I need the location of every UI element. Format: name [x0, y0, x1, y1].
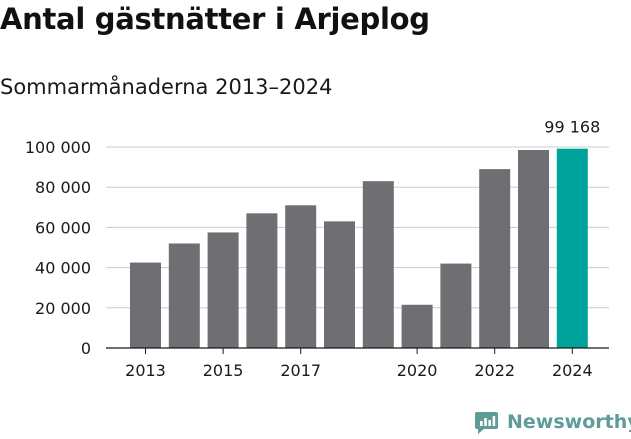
brand-name: Newsworthy [507, 411, 631, 433]
chart-title: Antal gästnätter i Arjeplog [0, 2, 430, 36]
bar-2019 [362, 181, 394, 348]
bar-2023 [518, 150, 549, 348]
bar-2020 [401, 304, 433, 348]
bar-2013 [130, 262, 161, 348]
value-label: 99 168 [544, 118, 600, 137]
x-tick-label: 2017 [280, 361, 321, 380]
bar-2021 [440, 263, 472, 348]
bar-2024 [556, 148, 588, 348]
x-tick-label: 2022 [474, 361, 515, 380]
x-tick-label: 2020 [397, 361, 438, 380]
bar-2022 [479, 169, 511, 348]
bar-2016 [246, 213, 278, 348]
x-tick-label: 2024 [552, 361, 593, 380]
x-axis-ticks: 2013 2015 2017 2020 2022 2024 [125, 348, 593, 380]
y-tick-label: 0 [81, 339, 91, 358]
y-tick-label: 40 000 [35, 259, 91, 278]
bar-2017 [285, 205, 317, 348]
bar-2018 [324, 221, 355, 348]
value-labels: 99 168 [544, 118, 600, 137]
chart-subtitle: Sommarmånaderna 2013–2024 [0, 75, 333, 99]
newsworthy-brand: Newsworthy [474, 406, 631, 438]
y-tick-label: 80 000 [35, 178, 91, 197]
y-tick-label: 60 000 [35, 218, 91, 237]
x-tick-label: 2015 [203, 361, 244, 380]
newsworthy-logo-icon [475, 411, 498, 434]
bars [130, 148, 588, 348]
x-tick-label: 2013 [125, 361, 166, 380]
y-tick-label: 100 000 [25, 138, 91, 157]
bar-2015 [207, 232, 239, 348]
y-tick-label: 20 000 [35, 299, 91, 318]
bar-2014 [168, 243, 200, 348]
y-axis-tick-labels: 0 20 000 40 000 60 000 80 000 100 000 [25, 138, 91, 358]
